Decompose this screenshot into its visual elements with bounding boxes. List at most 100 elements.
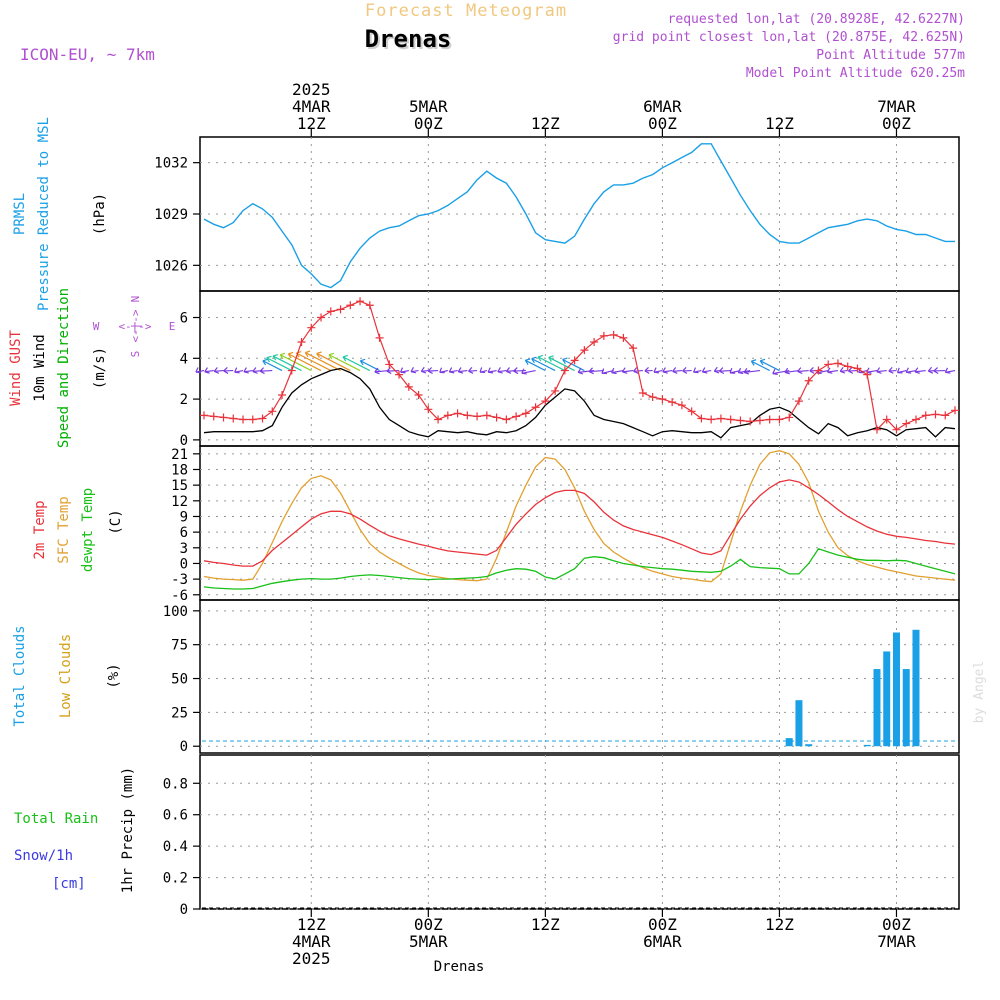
- gust-marker: [356, 297, 365, 306]
- model-altitude: Model Point Altitude 620.25m: [746, 66, 965, 81]
- dewpt-temp-line: [203, 548, 956, 590]
- wind-direction-arrow: [719, 369, 731, 372]
- pressure-ytick-label: 1026: [154, 258, 188, 274]
- total-clouds-bar: [795, 700, 803, 747]
- wind-direction-arrowhead: [497, 367, 503, 374]
- credit-text: by Angel: [972, 661, 987, 724]
- clouds-ytick-label: 100: [163, 604, 188, 620]
- wind-direction-arrow: [888, 369, 897, 372]
- wind-direction-arrowhead: [797, 367, 803, 375]
- precip-unit: 1hr Precip (mm): [120, 767, 136, 893]
- time-tick-label: 00Z: [648, 114, 677, 133]
- clouds-unit: (%): [106, 663, 122, 688]
- precip-ytick-label: 0: [180, 902, 188, 918]
- wind-direction-arrow: [360, 360, 380, 372]
- wind-direction-arrow: [751, 360, 770, 372]
- temp-ytick-label: 18: [171, 462, 188, 478]
- pressure-label-prmsl: PRMSL: [12, 193, 28, 235]
- gust-marker: [882, 415, 891, 424]
- compass-west: W: [93, 320, 100, 333]
- wind-direction-arrowhead: [914, 367, 920, 374]
- gust-marker: [746, 417, 755, 426]
- gust-marker: [765, 415, 774, 424]
- wind-direction-arrowhead: [839, 366, 846, 374]
- precip-ytick-label: 0.6: [163, 808, 188, 824]
- wind-direction-arrow: [513, 369, 526, 372]
- wind-direction-arrowhead: [743, 367, 749, 375]
- wind-direction-arrowhead: [262, 358, 268, 366]
- gust-marker: [648, 393, 657, 402]
- wind-label-gust: Wind GUST: [8, 330, 24, 406]
- time-tick-label: 12Z: [297, 915, 326, 934]
- wind-direction-arrowhead: [548, 355, 554, 362]
- wind-direction-arrow: [914, 369, 926, 373]
- gust-marker: [668, 398, 677, 407]
- precip-grid: [200, 755, 959, 910]
- wind-direction-arrowhead: [410, 367, 417, 374]
- wind-direction-arrowhead: [809, 367, 815, 374]
- gust-marker: [375, 333, 384, 342]
- gust-marker: [395, 370, 404, 379]
- clouds-grid: [200, 600, 959, 753]
- wind-direction-arrowhead: [287, 351, 294, 359]
- wind-direction-arrowhead: [713, 366, 720, 374]
- wind-direction-arrowhead: [537, 354, 544, 362]
- wind-direction-arrowhead: [259, 367, 265, 375]
- wind-direction-arrowhead: [272, 354, 279, 361]
- wind-direction-arrowhead: [420, 366, 427, 374]
- wind-direction-arrowhead: [295, 350, 302, 358]
- wind-label-direction: Speed and Direction: [56, 288, 72, 448]
- wind-direction-arrowhead: [772, 368, 778, 375]
- wind-direction-arrow: [521, 369, 536, 374]
- time-tick-label: 12Z: [765, 915, 794, 934]
- wind-direction-arrow: [428, 369, 439, 372]
- wind-direction-arrowhead: [750, 359, 757, 366]
- wind-direction-arrowhead: [905, 367, 912, 374]
- gust-marker: [716, 414, 725, 423]
- wind-direction-arrow: [288, 353, 322, 372]
- gust-marker: [638, 388, 647, 397]
- clouds-plot-frame: [199, 599, 960, 754]
- wind-direction-arrow: [458, 369, 468, 373]
- clouds-ytick-label: 25: [171, 705, 188, 721]
- gust-marker: [580, 346, 589, 355]
- wind-direction-arrow: [266, 357, 293, 372]
- header: Forecast Meteogram Drenas Drenas ICON-EU…: [20, 1, 965, 81]
- temp-label-dewpt: dewpt Temp: [80, 488, 96, 572]
- clouds-ytick-label: 50: [171, 672, 188, 688]
- gust-marker: [307, 323, 316, 332]
- temp-unit: (C): [108, 509, 124, 534]
- wind-direction-arrow: [589, 369, 604, 373]
- wind-direction-arrowhead: [479, 367, 486, 373]
- wind-direction-arrow: [827, 369, 839, 373]
- time-tick-label: 7MAR: [877, 97, 916, 116]
- time-tick-label: 6MAR: [643, 97, 682, 116]
- location-title: Drenas: [367, 27, 454, 55]
- location-title-front: Drenas: [365, 25, 452, 53]
- wind-direction-arrowhead: [524, 358, 531, 365]
- time-tick-label: 00Z: [882, 114, 911, 133]
- time-tick-label: 6MAR: [643, 932, 682, 951]
- gust-marker: [853, 364, 862, 373]
- wind-direction-arrow: [531, 358, 556, 372]
- wind-direction-arrow: [272, 355, 302, 372]
- precip-label-cm: [cm]: [52, 876, 86, 892]
- gust-marker: [541, 397, 550, 406]
- gust-marker: [726, 415, 735, 424]
- gust-marker: [619, 333, 628, 342]
- precip-label-total: Total Rain: [14, 811, 98, 827]
- gust-marker: [278, 391, 287, 400]
- wind-direction-arrowhead: [876, 367, 882, 374]
- pressure-panel: 1026 1029 1032 PRMSL Pressure Reduced to M…: [12, 117, 960, 311]
- wind-direction-arrowhead: [601, 368, 607, 375]
- wind-direction-arrowhead: [457, 367, 464, 374]
- wind-direction-arrow: [866, 369, 878, 373]
- wind-direction-arrowhead: [653, 367, 660, 374]
- wind-direction-arrowhead: [826, 367, 833, 374]
- wind-direction-arrowhead: [213, 367, 220, 374]
- wind-direction-arrowhead: [427, 367, 433, 374]
- gust-marker: [229, 414, 238, 423]
- wind-direction-arrowhead: [633, 367, 639, 374]
